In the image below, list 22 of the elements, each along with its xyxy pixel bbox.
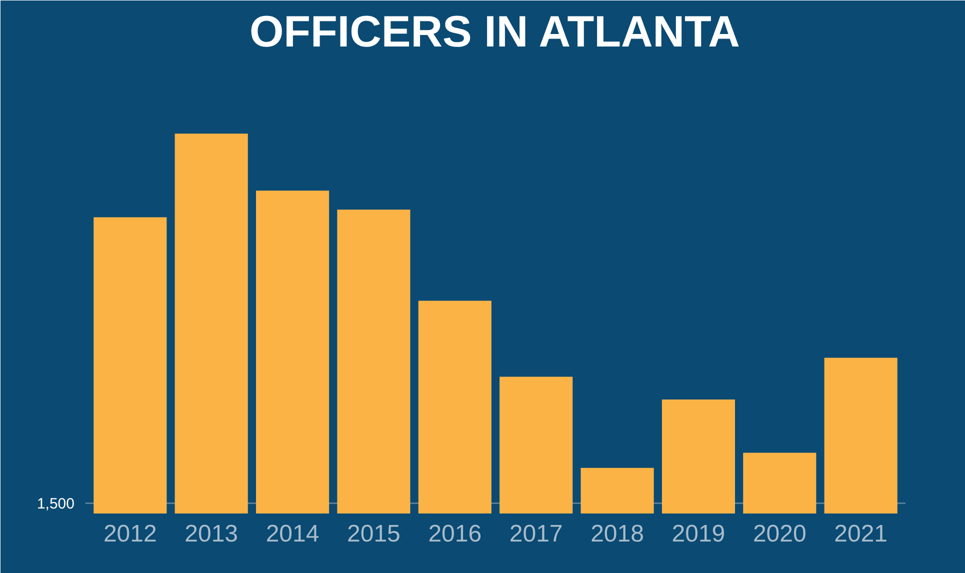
bar [824, 358, 898, 514]
bar [94, 217, 167, 514]
x-tick-label: 2012 [103, 520, 157, 548]
bar [418, 300, 492, 514]
x-tick-label: 2014 [266, 520, 320, 548]
x-tick-label: 2016 [428, 520, 482, 548]
x-tick-label: 2021 [834, 520, 888, 548]
chart-title: OFFICERS IN ATLANTA [249, 8, 740, 56]
bar [337, 210, 410, 514]
x-tick-label: 2019 [672, 520, 726, 548]
x-tick-label: 2018 [590, 520, 644, 548]
bar [174, 134, 248, 514]
x-tick-label: 2020 [752, 520, 806, 548]
bar [500, 376, 573, 514]
bar [580, 468, 654, 514]
x-tick-label: 2017 [509, 520, 563, 548]
bar [743, 452, 816, 514]
bar [256, 190, 330, 514]
x-tick-label: 2015 [347, 520, 400, 548]
x-tick-label: 2013 [184, 520, 238, 548]
bar [662, 400, 736, 514]
text: 1,500 [36, 496, 75, 513]
